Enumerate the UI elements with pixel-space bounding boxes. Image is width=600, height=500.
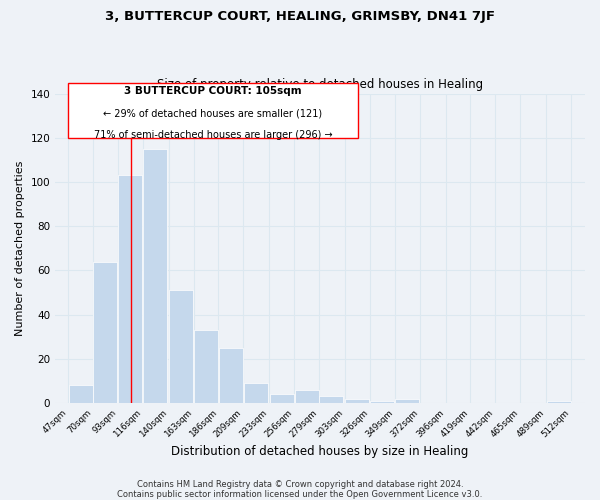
Bar [547,401,571,403]
Bar [269,394,293,403]
Bar [395,398,419,403]
Bar [219,348,243,403]
Title: Size of property relative to detached houses in Healing: Size of property relative to detached ho… [157,78,483,91]
Text: 71% of semi-detached houses are larger (296) →: 71% of semi-detached houses are larger (… [94,130,332,140]
Bar [295,390,319,403]
Bar [118,176,142,403]
Bar [346,398,370,403]
Bar [169,290,193,403]
Bar [319,396,343,403]
Bar [194,330,218,403]
Text: ← 29% of detached houses are smaller (121): ← 29% of detached houses are smaller (12… [103,109,323,119]
FancyBboxPatch shape [68,82,358,138]
Text: Contains public sector information licensed under the Open Government Licence v3: Contains public sector information licen… [118,490,482,499]
X-axis label: Distribution of detached houses by size in Healing: Distribution of detached houses by size … [172,444,469,458]
Text: 3, BUTTERCUP COURT, HEALING, GRIMSBY, DN41 7JF: 3, BUTTERCUP COURT, HEALING, GRIMSBY, DN… [105,10,495,23]
Bar [94,262,118,403]
Bar [244,383,268,403]
Text: 3 BUTTERCUP COURT: 105sqm: 3 BUTTERCUP COURT: 105sqm [124,86,302,96]
Bar [370,401,394,403]
Text: Contains HM Land Registry data © Crown copyright and database right 2024.: Contains HM Land Registry data © Crown c… [137,480,463,489]
Y-axis label: Number of detached properties: Number of detached properties [15,160,25,336]
Bar [143,149,167,403]
Bar [68,386,92,403]
